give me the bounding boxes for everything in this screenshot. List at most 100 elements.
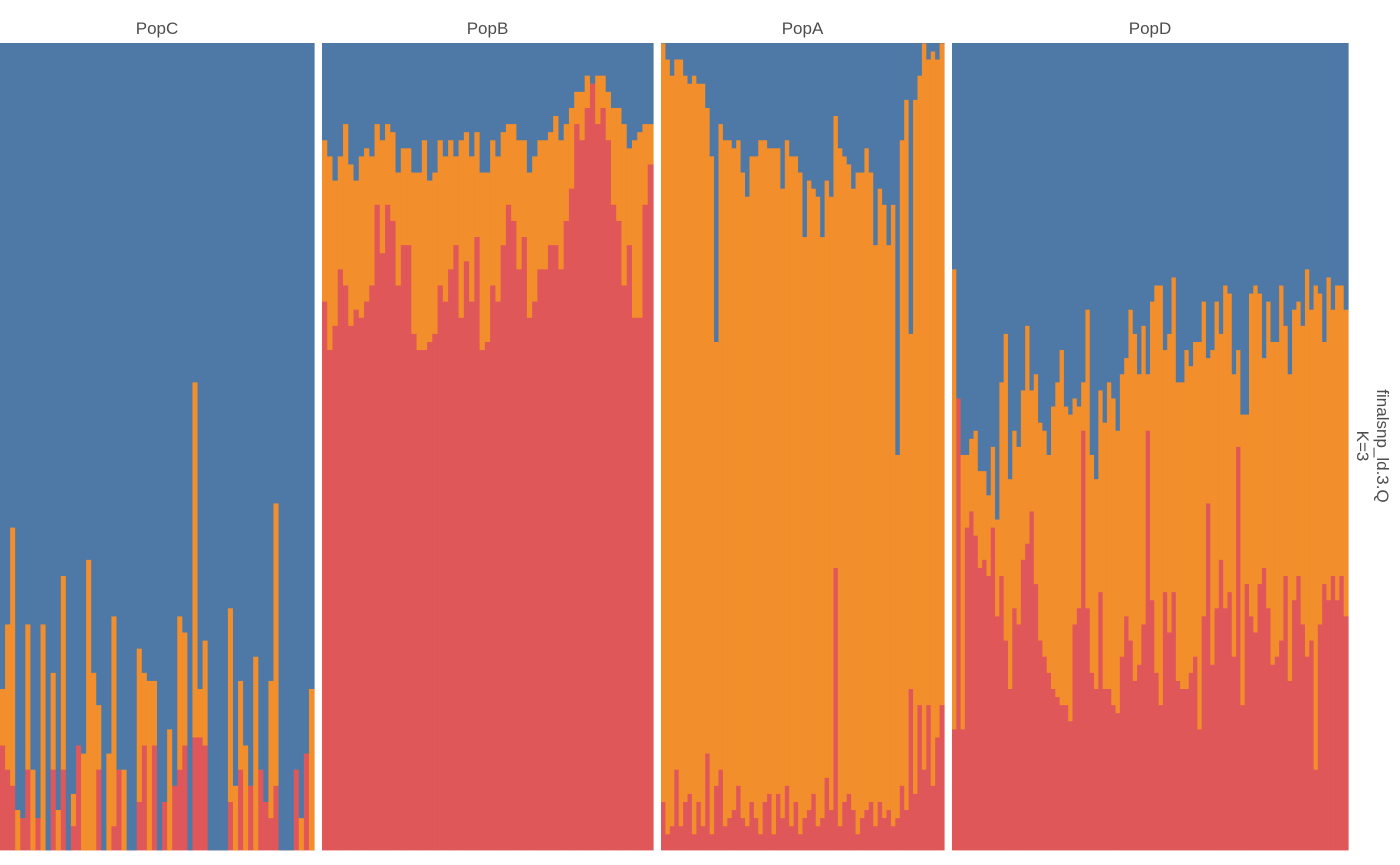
bar-segment-popa-43-cluster3: [846, 43, 852, 165]
bar-segment-popd-41-cluster1: [1124, 615, 1130, 851]
bar-segment-popc-23-cluster3: [111, 43, 118, 617]
bar-segment-popd-36-cluster1: [1102, 688, 1108, 851]
facet-label-popa: PopA: [782, 19, 824, 38]
bar-segment-popb-3-cluster3: [332, 43, 339, 181]
bar-segment-popb-52-cluster1: [589, 83, 596, 851]
bar-segment-popa-6-cluster2: [683, 75, 689, 802]
bar-segment-popd-2-cluster3: [956, 43, 962, 399]
bar-segment-popc-30-cluster2: [146, 680, 153, 851]
bar-segment-popa-43-cluster1: [846, 793, 852, 851]
bar-segment-popc-25-cluster2: [121, 769, 128, 851]
bar-segment-popa-14-cluster1: [718, 769, 724, 851]
bar-segment-popd-53-cluster3: [1175, 43, 1181, 383]
bar-segment-popb-23-cluster2: [437, 139, 444, 286]
bar-segment-popb-42-cluster2: [537, 139, 544, 270]
bar-segment-popb-40-cluster3: [526, 43, 533, 173]
bar-segment-popd-59-cluster2: [1201, 301, 1207, 617]
bar-segment-popa-33-cluster3: [802, 43, 808, 238]
bar-segment-popd-73-cluster2: [1261, 357, 1267, 568]
bar-segment-popc-22-cluster3: [106, 43, 113, 754]
bar-segment-popa-24-cluster3: [762, 43, 768, 141]
bar-segment-popb-9-cluster2: [364, 147, 370, 302]
bar-segment-popd-56-cluster2: [1188, 365, 1194, 673]
bar-segment-popb-48-cluster1: [568, 188, 575, 851]
bar-segment-popd-42-cluster2: [1128, 309, 1134, 641]
bar-segment-popc-12-cluster3: [55, 43, 62, 811]
bar-segment-popb-12-cluster2: [379, 139, 386, 254]
bar-segment-popc-8-cluster1: [35, 817, 42, 851]
bar-segment-popb-25-cluster3: [448, 43, 454, 141]
bar-segment-popc-46-cluster1: [227, 801, 234, 851]
bar-segment-popa-54-cluster3: [895, 43, 901, 455]
bar-segment-popa-4-cluster2: [674, 59, 680, 770]
bar-segment-popa-40-cluster1: [833, 567, 839, 851]
bar-segment-popb-6-cluster2: [348, 164, 355, 326]
bar-segment-popb-63-cluster2: [647, 123, 654, 165]
bar-segment-popc-18-cluster3: [86, 43, 92, 560]
bar-segment-popa-61-cluster3: [926, 43, 932, 60]
bar-segment-popb-16-cluster3: [400, 43, 407, 149]
bar-segment-popc-44-cluster3: [217, 43, 224, 851]
bar-segment-popa-15-cluster1: [722, 825, 728, 851]
bar-segment-popb-27-cluster1: [458, 317, 465, 851]
bar-segment-popa-59-cluster2: [917, 75, 923, 706]
bar-segment-popb-43-cluster3: [542, 43, 549, 141]
bar-segment-popc-29-cluster2: [141, 672, 148, 746]
bar-segment-popa-5-cluster2: [678, 59, 684, 827]
bar-segment-popb-2-cluster3: [327, 43, 334, 157]
bar-segment-popc-43-cluster3: [212, 43, 219, 851]
bar-segment-popb-56-cluster2: [610, 107, 617, 205]
bar-segment-popb-26-cluster2: [453, 155, 460, 246]
bar-segment-popc-16-cluster3: [75, 43, 82, 746]
bar-segment-popa-32-cluster3: [798, 43, 804, 173]
bar-segment-popd-29-cluster2: [1072, 398, 1078, 625]
bar-segment-popd-6-cluster1: [973, 535, 979, 851]
bar-segment-popc-20-cluster2: [96, 704, 102, 770]
bar-segment-popd-53-cluster2: [1175, 381, 1181, 681]
bar-segment-popa-1-cluster1: [661, 801, 667, 851]
bar-segment-popb-24-cluster3: [442, 43, 449, 157]
bar-segment-popc-11-cluster1: [50, 769, 57, 851]
bar-segment-popa-36-cluster3: [815, 43, 821, 197]
bar-segment-popb-49-cluster1: [574, 123, 581, 851]
bar-segment-popc-6-cluster3: [25, 43, 31, 625]
bar-segment-popd-78-cluster1: [1283, 575, 1289, 851]
bar-segment-popa-39-cluster3: [829, 43, 835, 197]
bar-segment-popd-87-cluster2: [1322, 341, 1328, 585]
bar-segment-popb-2-cluster2: [327, 155, 334, 351]
bar-segment-popd-40-cluster2: [1119, 373, 1125, 657]
bar-segment-popb-60-cluster1: [631, 317, 638, 851]
bar-segment-popd-19-cluster3: [1029, 43, 1035, 391]
bar-segment-popb-1-cluster1: [322, 301, 328, 851]
bar-segment-popa-24-cluster2: [762, 139, 768, 802]
bar-segment-popa-15-cluster2: [722, 139, 728, 827]
bar-segment-popa-21-cluster1: [749, 801, 755, 851]
bar-segment-popb-11-cluster3: [374, 43, 381, 125]
bar-segment-popc-39-cluster1: [192, 737, 199, 851]
bar-segment-popd-52-cluster3: [1171, 43, 1177, 278]
bar-segment-popa-32-cluster1: [798, 833, 804, 851]
bar-segment-popb-21-cluster3: [427, 43, 433, 181]
bar-segment-popd-52-cluster1: [1171, 591, 1177, 851]
bar-segment-popa-7-cluster3: [687, 43, 693, 84]
bar-segment-popb-60-cluster3: [631, 43, 638, 141]
bar-segment-popd-15-cluster2: [1012, 430, 1018, 609]
bar-segment-popc-47-cluster3: [232, 43, 239, 786]
bar-segment-popa-6-cluster3: [683, 43, 689, 76]
bar-segment-popd-16-cluster1: [1016, 624, 1022, 851]
bar-segment-popa-55-cluster2: [899, 139, 905, 786]
bar-segment-popd-10-cluster1: [990, 527, 996, 851]
bar-segment-popc-21-cluster3: [101, 43, 107, 851]
bar-segment-popa-2-cluster2: [665, 59, 671, 835]
bar-segment-popb-54-cluster3: [600, 43, 607, 76]
bar-segment-popb-7-cluster3: [353, 43, 360, 181]
bar-segment-popb-58-cluster1: [621, 285, 628, 851]
bar-segment-popd-8-cluster1: [982, 559, 988, 851]
bar-segment-popd-45-cluster2: [1141, 325, 1147, 625]
bar-segment-popb-9-cluster3: [364, 43, 370, 149]
bar-segment-popa-57-cluster3: [908, 43, 914, 334]
bar-segment-popc-4-cluster3: [15, 43, 21, 811]
bar-segment-popc-47-cluster2: [232, 785, 239, 851]
bar-segment-popd-18-cluster3: [1025, 43, 1031, 326]
bar-segment-popd-37-cluster3: [1106, 43, 1112, 383]
